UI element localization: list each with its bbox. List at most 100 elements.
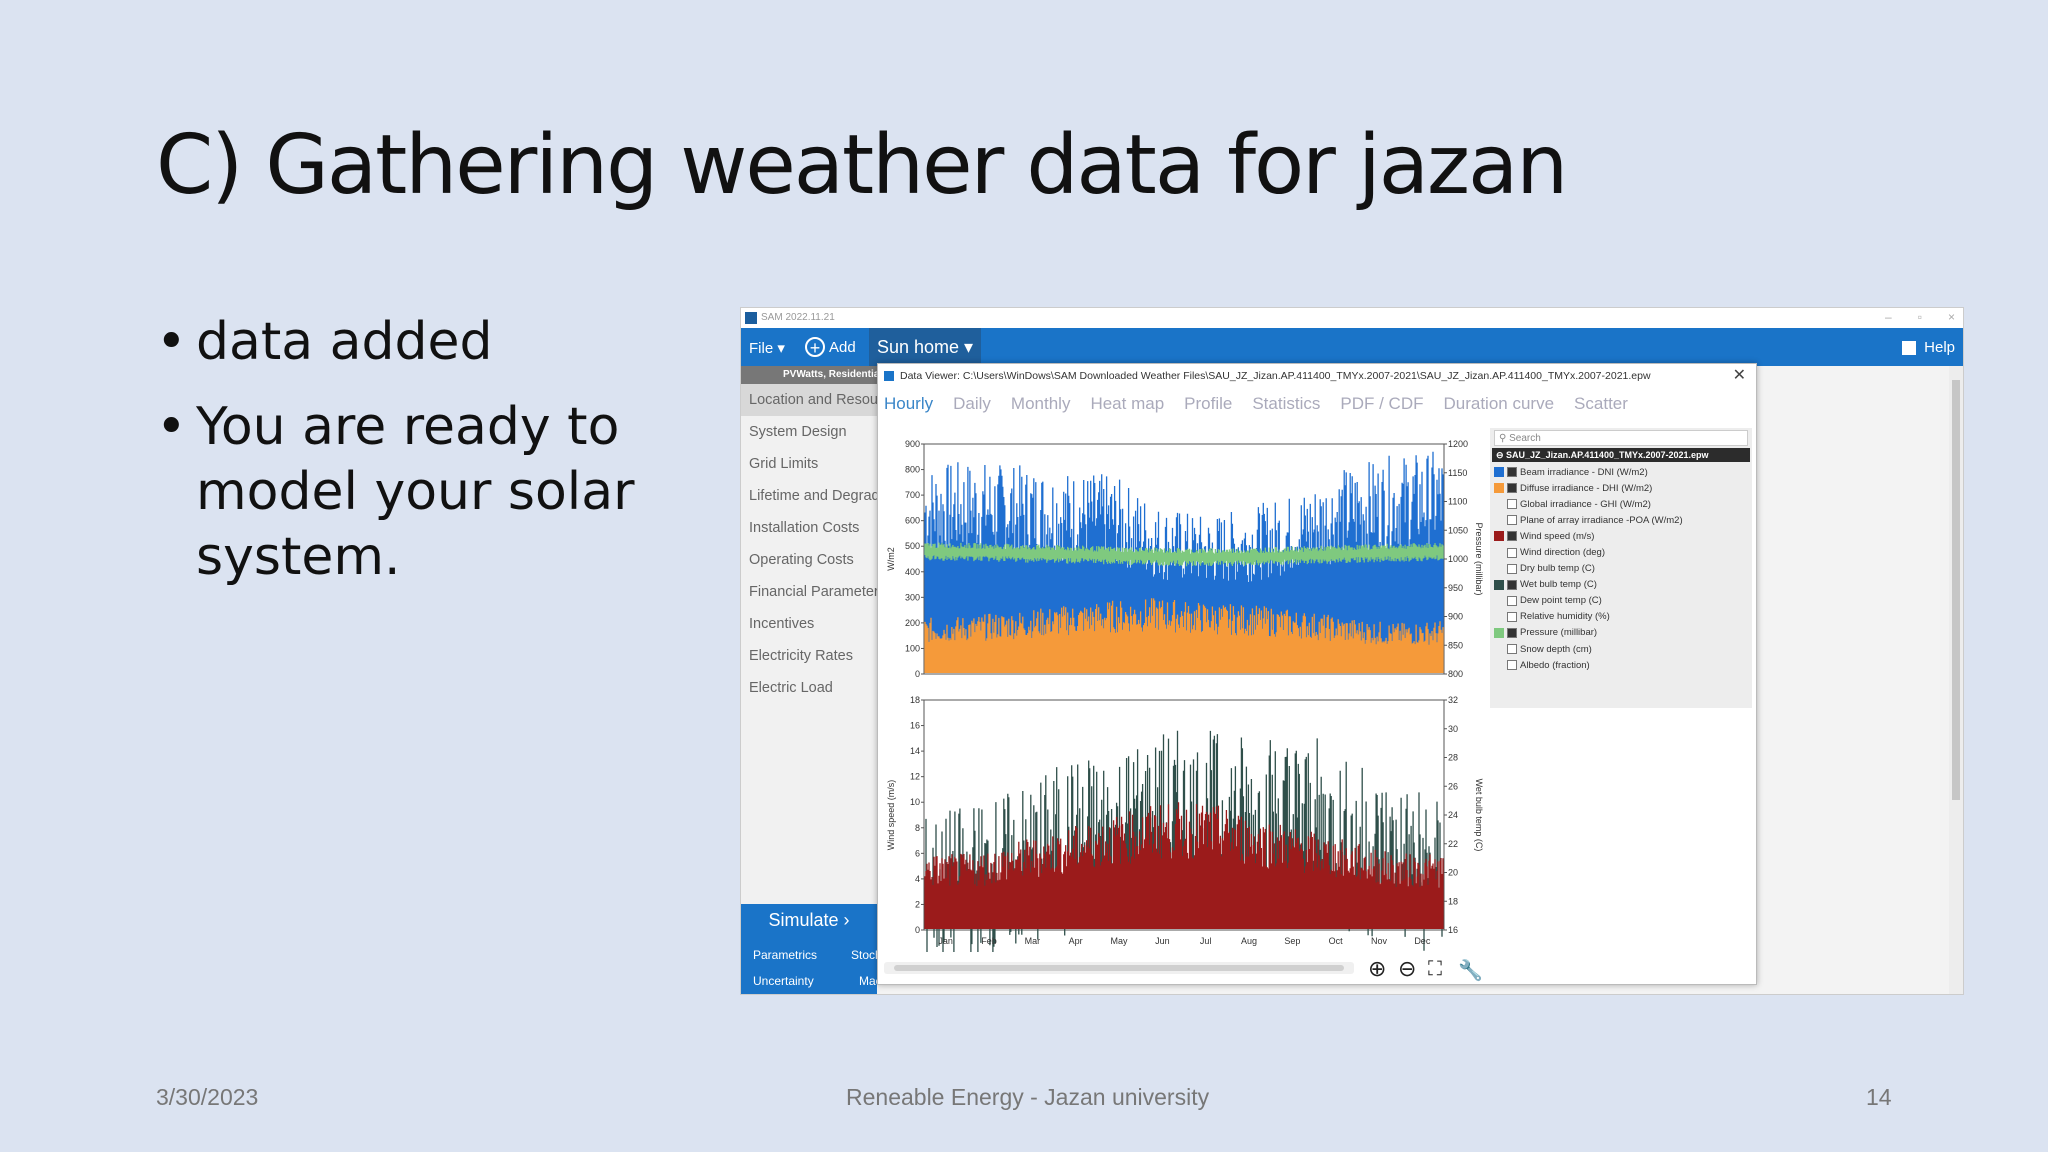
tab-monthly[interactable]: Monthly (1010, 394, 1071, 413)
variable-item[interactable]: Dry bulb temp (C) (1494, 561, 1683, 577)
y2-tick-label: 30 (1448, 724, 1458, 734)
y-tick-label: 800 (905, 465, 920, 475)
scroll-thumb[interactable] (1952, 380, 1960, 800)
close-icon[interactable]: ✕ (1732, 367, 1746, 384)
tab-pdf-cdf[interactable]: PDF / CDF (1340, 394, 1424, 413)
horizontal-scrollbar[interactable] (884, 962, 1354, 974)
y2-tick-label: 1100 (1448, 497, 1467, 507)
help-button[interactable]: Help (1902, 339, 1955, 356)
variable-item[interactable]: Beam irradiance - DNI (W/m2) (1494, 464, 1683, 480)
variable-checkbox[interactable] (1507, 499, 1517, 510)
variable-checkbox[interactable] (1507, 660, 1517, 671)
x-tick-label: Oct (1329, 936, 1344, 946)
variable-item[interactable]: Plane of array irradiance -POA (W/m2) (1494, 512, 1683, 528)
y-tick-label: 0 (915, 669, 920, 679)
color-swatch[interactable] (1494, 579, 1504, 590)
sidebar-item-electric-load[interactable]: Electric Load (749, 680, 833, 696)
wrench-icon[interactable]: 🔧 (1458, 960, 1483, 982)
variable-item[interactable]: Pressure (millibar) (1494, 625, 1683, 641)
y2-tick-label: 1050 (1448, 525, 1468, 535)
variable-checkbox[interactable] (1507, 547, 1517, 558)
y-tick-label: 600 (905, 516, 920, 526)
search-input[interactable]: ⚲ Search (1494, 430, 1748, 446)
variable-item[interactable]: Dew point temp (C) (1494, 593, 1683, 609)
sidebar-item-financial-parameters[interactable]: Financial Parameters (749, 584, 877, 600)
file-menu[interactable]: File ▾ (749, 340, 785, 357)
sidebar-item-electricity-rates[interactable]: Electricity Rates (749, 648, 853, 664)
bullet-item: data added (156, 310, 656, 375)
y-tick-label: 16 (910, 721, 920, 731)
add-button[interactable]: + Add (805, 337, 856, 357)
add-label: Add (829, 338, 856, 356)
variable-checkbox[interactable] (1507, 627, 1517, 638)
sidebar-item-lifetime[interactable]: Lifetime and Degradation (749, 488, 877, 504)
variable-item[interactable]: Wet bulb temp (C) (1494, 577, 1683, 593)
parametrics-button[interactable]: Parametrics (753, 948, 818, 962)
fit-icon[interactable]: ⛶ (1428, 958, 1442, 980)
config-sidebar: PVWatts, Residential Location and Resour… (741, 366, 877, 994)
variable-item[interactable]: Snow depth (cm) (1494, 641, 1683, 657)
close-window-icon[interactable]: × (1947, 310, 1955, 324)
variable-panel: ⚲ Search ⊖ SAU_JZ_Jizan.AP.411400_TMYx.2… (1490, 428, 1752, 708)
tab-scatter[interactable]: Scatter (1574, 394, 1628, 413)
hscroll-thumb[interactable] (894, 965, 1344, 971)
x-tick-label: Jul (1200, 936, 1212, 946)
color-swatch[interactable] (1494, 627, 1504, 638)
sidebar-item-system-design[interactable]: System Design (749, 424, 847, 440)
weather-file-name: SAU_JZ_Jizan.AP.411400_TMYx.2007-2021.ep… (1506, 450, 1709, 460)
variable-checkbox[interactable] (1507, 467, 1517, 478)
uncertainty-button[interactable]: Uncertainty (753, 974, 814, 988)
variable-checkbox[interactable] (1507, 515, 1517, 526)
tab-statistics[interactable]: Statistics (1252, 394, 1321, 413)
variable-item[interactable]: Wind speed (m/s) (1494, 528, 1683, 544)
variable-item[interactable]: Relative humidity (%) (1494, 609, 1683, 625)
sidebar-item-location[interactable]: Location and Resource (741, 384, 877, 416)
tab-hourly[interactable]: Hourly (884, 394, 934, 413)
y-axis-label: Wind speed (m/s) (886, 780, 896, 851)
color-swatch[interactable] (1494, 531, 1504, 542)
minimize-icon[interactable]: – (1885, 310, 1892, 324)
tab-daily[interactable]: Daily (953, 394, 991, 413)
maximize-icon[interactable]: ▫ (1917, 310, 1922, 324)
slide-title: C) Gathering weather data for jazan (156, 118, 1568, 213)
tab-duration-curve[interactable]: Duration curve (1443, 394, 1555, 413)
y2-tick-label: 1150 (1448, 468, 1467, 478)
variable-checkbox[interactable] (1507, 611, 1517, 622)
variable-checkbox[interactable] (1507, 644, 1517, 655)
tab-profile[interactable]: Profile (1184, 394, 1233, 413)
zoom-in-icon[interactable]: ⊕ (1368, 956, 1387, 981)
variable-checkbox[interactable] (1507, 579, 1517, 590)
series-0-2 (924, 542, 1444, 567)
variable-checkbox[interactable] (1507, 595, 1517, 606)
hourly-charts: 0 100 200 300 400 500 600 700 800 900 800 850 900 950… (878, 432, 1488, 952)
main-scrollbar[interactable] (1949, 366, 1963, 994)
variable-item[interactable]: Global irradiance - GHI (W/m2) (1494, 496, 1683, 512)
data-viewer-window: Data Viewer: C:\Users\WinDows\SAM Downlo… (877, 363, 1757, 985)
x-tick-label: May (1110, 936, 1128, 946)
simulate-button[interactable]: Simulate › (768, 910, 850, 930)
variable-item[interactable]: Albedo (fraction) (1494, 657, 1683, 673)
variable-label: Relative humidity (%) (1520, 611, 1610, 623)
sidebar-item-installation-costs[interactable]: Installation Costs (749, 520, 860, 536)
macros-button[interactable]: Macros (859, 974, 877, 988)
variable-item[interactable]: Diffuse irradiance - DHI (W/m2) (1494, 480, 1683, 496)
y-tick-label: 18 (910, 695, 920, 705)
color-swatch[interactable] (1494, 483, 1504, 494)
y2-tick-label: 24 (1448, 810, 1458, 820)
x-tick-label: Feb (981, 936, 997, 946)
color-swatch[interactable] (1494, 467, 1504, 478)
stochastic-button[interactable]: Stochastic (851, 948, 877, 962)
variable-item[interactable]: Wind direction (deg) (1494, 544, 1683, 560)
case-tab-sun-home[interactable]: Sun home ▾ (869, 328, 982, 366)
sidebar-item-grid-limits[interactable]: Grid Limits (749, 456, 819, 472)
zoom-out-icon[interactable]: ⊖ (1398, 956, 1417, 981)
variable-checkbox[interactable] (1507, 531, 1517, 542)
weather-file-header[interactable]: ⊖ SAU_JZ_Jizan.AP.411400_TMYx.2007-2021.… (1492, 448, 1750, 462)
y2-tick-label: 1000 (1448, 554, 1468, 564)
sidebar-item-operating-costs[interactable]: Operating Costs (749, 552, 854, 568)
variable-checkbox[interactable] (1507, 563, 1517, 574)
tab-heat-map[interactable]: Heat map (1090, 394, 1165, 413)
variable-checkbox[interactable] (1507, 483, 1517, 494)
sidebar-item-incentives[interactable]: Incentives (749, 616, 815, 632)
y-tick-label: 6 (915, 848, 920, 858)
